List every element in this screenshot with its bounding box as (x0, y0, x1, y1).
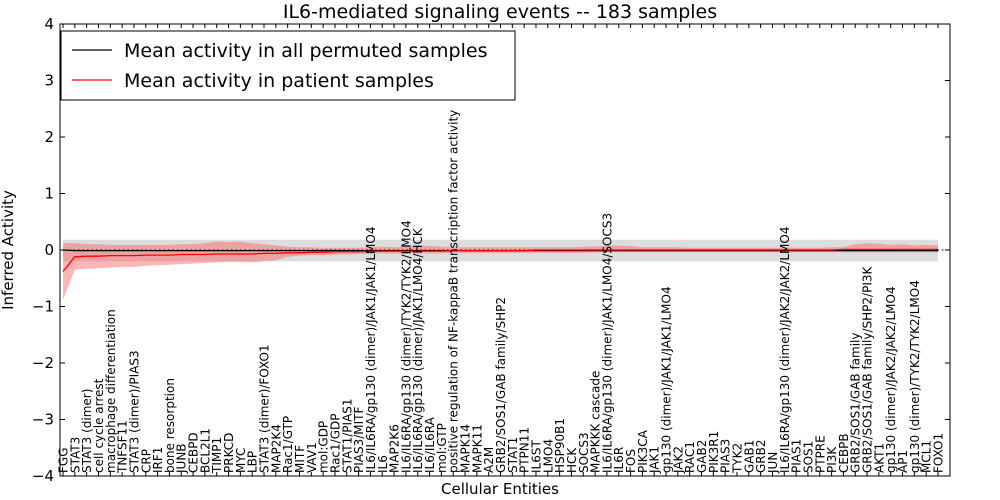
y-tick-label: 1 (44, 185, 54, 203)
x-tick-label: PTPN11 (518, 427, 532, 473)
x-tick-label: PRKCD (222, 433, 236, 473)
legend-box (60, 30, 516, 101)
x-tick-label: IL6/IL6RA/gp130 (dimer)/JAK2/JAK2/LMO4 (778, 227, 792, 473)
x-tick-label: bone resorption (163, 378, 177, 473)
x-tick-label: FGG (57, 448, 71, 474)
x-tick-label: VAV1 (305, 442, 319, 473)
x-tick-label: IL6ST (529, 440, 543, 473)
x-tick-label: Rac1/GTP (281, 416, 295, 473)
x-tick-label: gp130 (dimer)/JAK1/JAK1/LMO4 (660, 286, 674, 473)
y-tick-label: −2 (32, 354, 54, 372)
x-tick-label: CEBPD (187, 432, 201, 473)
y-tick-label: 3 (44, 72, 54, 90)
x-tick-label: TNFSF11 (116, 420, 130, 474)
x-tick-label: STAT3 (dimer)/FOXO1 (258, 344, 272, 473)
x-tick-label: GRB2/SOS1/GAB family (849, 333, 863, 474)
x-tick-label: STAT3 (68, 437, 82, 473)
x-tick-label: RAC1 (683, 441, 697, 473)
band-patient (63, 241, 938, 300)
y-axis-label: Inferred Activity (0, 190, 17, 310)
x-tick-label: MAPK14 (459, 424, 473, 473)
y-tick-label: −1 (32, 298, 54, 316)
x-tick-label: LBP (246, 451, 260, 473)
x-tick-label: MAPKKK cascade (589, 371, 603, 473)
x-tick-label: IL6 (376, 455, 390, 473)
y-tick-label: 2 (44, 128, 54, 146)
x-tick-label: gp130 (dimer)/TYK2/TYK2/LMO4 (908, 280, 922, 473)
x-tick-label: GRB2/SOS1/GAB family/SHP2 (494, 297, 508, 473)
x-tick-label: FOXO1 (932, 433, 946, 473)
x-tick-label: LMO4 (541, 439, 555, 473)
x-tick-label: MITF (293, 445, 307, 473)
x-axis-label: Cellular Entities (441, 480, 559, 498)
x-tick-label: MAPK11 (470, 424, 484, 473)
x-tick-label: PTPRE (813, 435, 827, 473)
x-tick-label: IL6/IL6RA (423, 416, 437, 473)
y-tick-label: −3 (32, 411, 54, 429)
x-tick-label: SOCS3 (577, 432, 591, 473)
x-tick-label: PIK3R1 (707, 431, 721, 473)
x-tick-label: STAT1 (506, 437, 520, 473)
x-tick-label: mol:GTP (435, 423, 449, 473)
x-tick-label: CEBPB (837, 433, 851, 473)
x-tick-label: positive regulation of NF-kappaB transcr… (447, 110, 461, 473)
x-tick-label: cell cycle arrest (92, 378, 106, 473)
x-tick-label: HSP90B1 (553, 418, 567, 473)
x-tick-label: JAK1 (648, 446, 662, 474)
x-tick-label: A2M (482, 447, 496, 473)
x-tick-label: Rac1/GDP (328, 414, 342, 473)
x-tick-label: BCL2L1 (198, 428, 212, 473)
x-tick-label: JUN (766, 452, 780, 474)
x-tick-label: GRB2/SOS1/GAB family/SHP2/PI3K (861, 265, 875, 473)
x-tick-label: JUNB (175, 443, 189, 474)
y-axis-ticks: −4 −3 −2 −1 0 1 2 3 4 (32, 15, 950, 485)
y-tick-label: −4 (32, 467, 54, 485)
x-tick-label: gp130 (dimer)/JAK2/JAK2/LMO4 (884, 286, 898, 473)
series-lines (62, 248, 938, 272)
x-tick-label: STAT3 (dimer)/PIAS3 (127, 350, 141, 473)
legend-label-patient: Mean activity in patient samples (124, 70, 434, 92)
x-tick-label: AKT1 (872, 443, 886, 473)
x-tick-label: GAB2 (695, 440, 709, 473)
x-tick-label: STAT1/PIAS1 (340, 398, 354, 473)
x-tick-label: MCL1 (920, 440, 934, 473)
x-tick-label: PI3K (825, 446, 839, 473)
x-tick-label: HCK (565, 447, 579, 473)
x-tick-label: TYK2 (730, 443, 744, 474)
x-tick-label: GAB1 (742, 440, 756, 473)
x-tick-label: JAK2 (671, 446, 685, 474)
x-tick-label: mol:GDP (317, 421, 331, 473)
x-tick-label: macrophage differentiation (104, 309, 118, 473)
x-tick-label: PIAS3 (719, 439, 733, 473)
x-tick-label: STAT3 (dimer) (80, 389, 94, 473)
x-tick-label: GRB2 (754, 439, 768, 473)
x-tick-label: MAP2K4 (269, 424, 283, 473)
x-tick-label: TIMP1 (210, 437, 224, 474)
x-tick-label: PIAS3/MITF (352, 406, 366, 473)
y-tick-label: 0 (44, 241, 54, 259)
x-tick-label: IL6R (612, 447, 626, 473)
x-tick-label: FOS (624, 449, 638, 473)
legend: Mean activity in all permuted samples Me… (60, 30, 516, 101)
x-tick-label: MYC (234, 448, 248, 473)
y-tick-label: 4 (44, 15, 54, 33)
confidence-bands (63, 239, 938, 300)
x-tick-label: AP1 (896, 450, 910, 473)
x-tick-label: MAP2K6 (388, 424, 402, 473)
legend-label-permuted: Mean activity in all permuted samples (124, 40, 487, 62)
x-tick-label: IRF1 (151, 447, 165, 473)
x-tick-label: CRP (139, 449, 153, 473)
x-tick-label: PIAS1 (790, 439, 804, 473)
line-patient (62, 248, 938, 272)
x-tick-label: IL6/IL6RA/gp130 (dimer)/JAK1/LMO4/SOCS3 (600, 213, 614, 473)
x-tick-label: PIK3CA (636, 429, 650, 473)
chart-title: IL6-mediated signaling events -- 183 sam… (283, 1, 717, 23)
x-tick-label: SOS1 (801, 441, 815, 473)
x-tick-label: IL6/IL6RA/gp130 (dimer)/JAK1/LMO4/HCK (411, 227, 425, 473)
x-tick-label: IL6/IL6RA/gp130 (dimer)/TYK2/TYK2/LMO4 (399, 220, 413, 473)
x-tick-label: IL6/IL6RA/gp130 (dimer)/JAK1/JAK1/LMO4 (364, 227, 378, 473)
